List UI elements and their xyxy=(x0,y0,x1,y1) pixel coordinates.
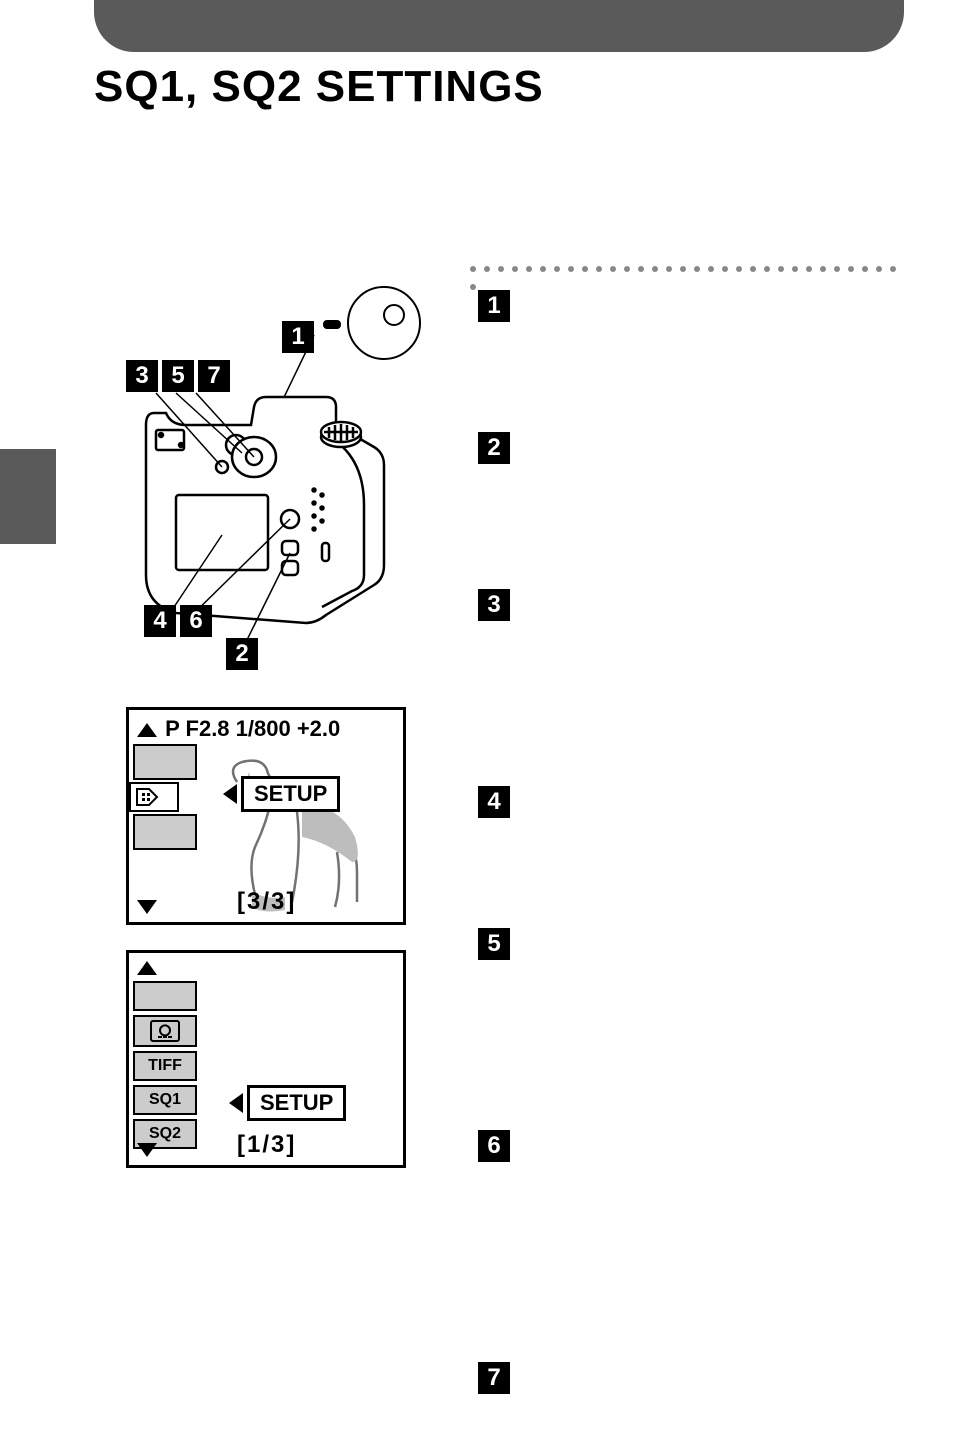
callout-4: 4 xyxy=(144,605,176,637)
lcd2-tab-tiff: TIFF xyxy=(133,1051,197,1081)
callout-1: 1 xyxy=(282,321,314,353)
callout-1-box: 1 xyxy=(282,321,314,353)
lcd2-tabs: TIFF SQ1 SQ2 xyxy=(133,981,197,1151)
lcd2-tab-icon xyxy=(133,1015,197,1047)
step-3: 3 xyxy=(478,589,510,621)
left-arrow-icon xyxy=(229,1093,243,1113)
lcd1-tab-icon xyxy=(129,782,179,812)
step-column: 1 2 3 4 5 6 7 xyxy=(478,290,510,1449)
dotted-divider xyxy=(470,260,910,268)
header-bar xyxy=(94,0,904,52)
lcd2-tab-sq1: SQ1 xyxy=(133,1085,197,1115)
lcd1-tab-0 xyxy=(133,744,197,780)
callout-2: 2 xyxy=(226,638,258,670)
lcd-screen-2: TIFF SQ1 SQ2 SETUP [1/3] xyxy=(126,950,406,1168)
lcd1-pager: [3/3] xyxy=(237,888,296,916)
lcd1-tab-2 xyxy=(133,814,197,850)
callout-3: 3 xyxy=(126,360,158,392)
monitor-icon xyxy=(150,1020,180,1042)
step-5: 5 xyxy=(478,928,510,960)
step-7: 7 xyxy=(478,1362,510,1394)
up-arrow-icon xyxy=(137,961,157,975)
lcd1-setup-label: SETUP xyxy=(241,776,340,812)
page-root: SQ1, SQ2 SETTINGS 1 2 3 4 5 6 7 xyxy=(0,0,954,1346)
callout-7: 7 xyxy=(198,360,230,392)
step-2: 2 xyxy=(478,432,510,464)
page-title: SQ1, SQ2 SETTINGS xyxy=(94,62,544,112)
left-arrow-icon xyxy=(223,784,237,804)
callout-2-box: 2 xyxy=(226,638,258,670)
callout-6: 6 xyxy=(180,605,212,637)
callout-357: 3 5 7 xyxy=(126,360,230,392)
lcd1-setup: SETUP xyxy=(223,776,340,812)
lcd2-pager: [1/3] xyxy=(237,1131,296,1159)
up-arrow-icon xyxy=(137,723,157,737)
lcd2-tab-0 xyxy=(133,981,197,1011)
lcd-screen-1: P F2.8 1/800 +2.0 xyxy=(126,707,406,925)
lcd2-setup: SETUP xyxy=(229,1085,346,1121)
memory-card-icon xyxy=(135,787,159,807)
camera-illustration: 1 3 5 7 4 6 2 xyxy=(126,285,446,685)
callout-5: 5 xyxy=(162,360,194,392)
step-6: 6 xyxy=(478,1130,510,1162)
callout-46: 4 6 xyxy=(144,605,212,637)
down-arrow-icon xyxy=(137,1143,157,1157)
down-arrow-icon xyxy=(137,900,157,914)
side-thumb-tab xyxy=(0,449,56,544)
lcd2-setup-label: SETUP xyxy=(247,1085,346,1121)
step-1: 1 xyxy=(478,290,510,322)
lcd1-status-text: P F2.8 1/800 +2.0 xyxy=(165,716,340,741)
step-4: 4 xyxy=(478,786,510,818)
lcd1-status-line: P F2.8 1/800 +2.0 xyxy=(137,716,340,742)
lcd1-tabs xyxy=(133,744,197,852)
